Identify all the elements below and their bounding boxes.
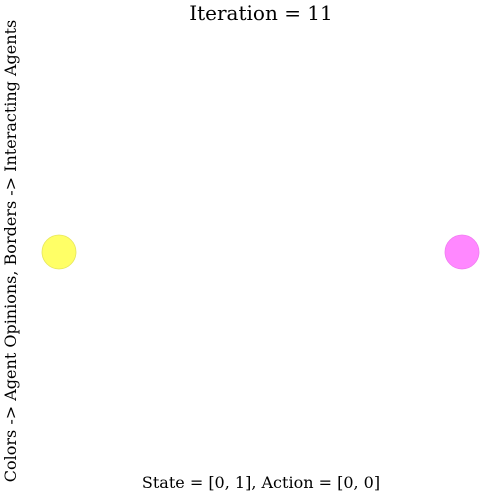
x-axis-label: State = [0, 1], Action = [0, 0]: [142, 473, 380, 492]
y-axis-label: Colors -> Agent Opinions, Borders -> Int…: [1, 20, 20, 482]
agent-node-0: [41, 234, 77, 270]
diagram-title: Iteration = 11: [189, 1, 333, 25]
agent-node-1: [444, 234, 480, 270]
